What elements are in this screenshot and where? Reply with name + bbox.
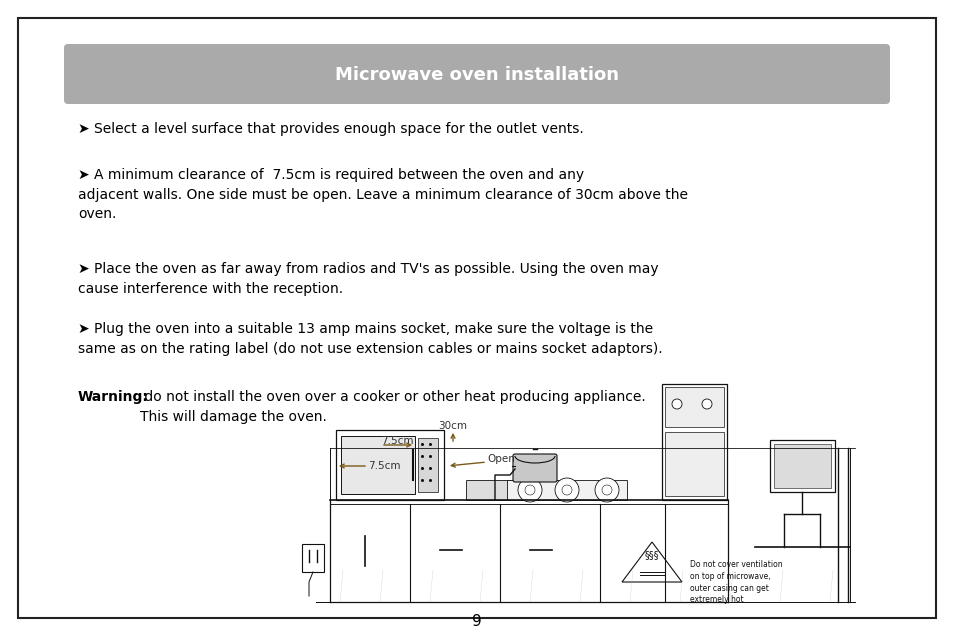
FancyBboxPatch shape — [64, 44, 889, 104]
Circle shape — [555, 478, 578, 502]
FancyBboxPatch shape — [417, 438, 437, 492]
Text: §§§: §§§ — [644, 550, 659, 560]
FancyBboxPatch shape — [340, 436, 415, 494]
FancyBboxPatch shape — [664, 432, 723, 496]
Circle shape — [595, 478, 618, 502]
Text: Microwave oven installation: Microwave oven installation — [335, 66, 618, 84]
Text: Open: Open — [486, 454, 515, 464]
FancyBboxPatch shape — [664, 387, 723, 427]
FancyBboxPatch shape — [302, 544, 324, 572]
Text: ➤ Place the oven as far away from radios and TV's as possible. Using the oven ma: ➤ Place the oven as far away from radios… — [78, 262, 658, 296]
FancyBboxPatch shape — [769, 440, 834, 492]
Circle shape — [701, 399, 711, 409]
Circle shape — [671, 399, 681, 409]
Circle shape — [524, 485, 535, 495]
FancyBboxPatch shape — [513, 454, 557, 482]
FancyBboxPatch shape — [773, 444, 830, 488]
Text: Warning:: Warning: — [78, 390, 149, 404]
Text: Do not cover ventilation
on top of microwave,
outer casing can get
extremely hot: Do not cover ventilation on top of micro… — [689, 560, 781, 604]
Circle shape — [561, 485, 572, 495]
Text: do not install the oven over a cooker or other heat producing appliance.
This wi: do not install the oven over a cooker or… — [140, 390, 645, 424]
Text: ➤ Select a level surface that provides enough space for the outlet vents.: ➤ Select a level surface that provides e… — [78, 122, 583, 136]
Circle shape — [517, 478, 541, 502]
Text: ➤ Plug the oven into a suitable 13 amp mains socket, make sure the voltage is th: ➤ Plug the oven into a suitable 13 amp m… — [78, 322, 662, 356]
Text: 7.5cm: 7.5cm — [380, 436, 413, 446]
Circle shape — [601, 485, 612, 495]
FancyBboxPatch shape — [465, 480, 523, 500]
FancyBboxPatch shape — [335, 430, 443, 500]
Text: 9: 9 — [472, 614, 481, 628]
FancyBboxPatch shape — [506, 480, 626, 500]
Text: 30cm: 30cm — [438, 421, 467, 431]
FancyBboxPatch shape — [661, 384, 726, 500]
Text: ➤ A minimum clearance of  7.5cm is required between the oven and any
adjacent wa: ➤ A minimum clearance of 7.5cm is requir… — [78, 168, 687, 221]
Text: 7.5cm: 7.5cm — [368, 461, 400, 471]
FancyBboxPatch shape — [18, 18, 935, 618]
